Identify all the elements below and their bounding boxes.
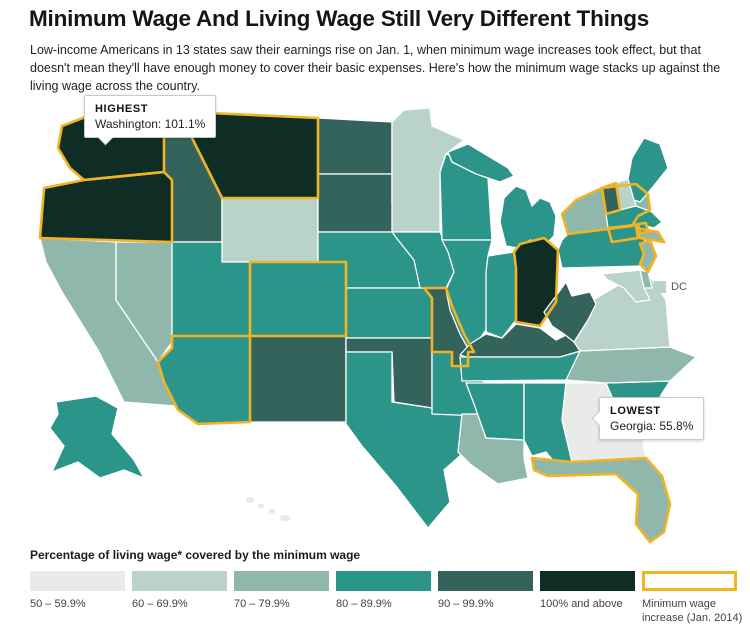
legend-swatch-80s [336, 571, 431, 591]
state-maryland [601, 269, 651, 303]
legend-swatch-100plus [540, 571, 635, 591]
legend-title: Percentage of living wage* covered by th… [30, 548, 361, 562]
legend-item-90s: 90 – 99.9% [438, 571, 533, 624]
legend-swatch-90s [438, 571, 533, 591]
legend-item-80s: 80 – 89.9% [336, 571, 431, 624]
state-missouri-increase-outline [422, 286, 476, 368]
state-north-dakota [317, 117, 393, 175]
legend-label-80s: 80 – 89.9% [336, 598, 392, 610]
legend-item-50s: 50 – 59.9% [30, 571, 125, 624]
dc-legend: DC [654, 281, 687, 293]
states-layer [39, 107, 697, 543]
legend-swatch-70s [234, 571, 329, 591]
state-arizona-increase-outline [156, 334, 252, 426]
state-colorado [249, 261, 347, 337]
legend-item-60s: 60 – 69.9% [132, 571, 227, 624]
state-new-mexico [249, 335, 347, 423]
state-north-carolina [565, 346, 697, 384]
state-florida [531, 457, 671, 543]
callout-highest-value: Washington: 101.1% [95, 117, 206, 131]
state-connecticut-increase-outline [606, 223, 640, 244]
state-new-jersey-increase-outline [638, 238, 658, 274]
legend-item-70s: 70 – 79.9% [234, 571, 329, 624]
legend-label-70s: 70 – 79.9% [234, 598, 290, 610]
state-hawaii-island-3 [267, 507, 277, 515]
state-hawaii-island-2 [256, 502, 266, 510]
state-oregon [39, 171, 173, 243]
increase-outlines-layer [38, 110, 672, 544]
legend-label-50s: 50 – 59.9% [30, 598, 86, 610]
page-subtitle: Low-income Americans in 13 states saw th… [30, 43, 721, 93]
legend: Percentage of living wage* covered by th… [30, 548, 746, 624]
legend-label-100plus: 100% and above [540, 598, 623, 610]
state-colorado-increase-outline [248, 260, 348, 338]
state-rhode-island-increase-outline [636, 221, 650, 235]
state-hawaii-island-1 [244, 495, 256, 505]
callout-lowest-value: Georgia: 55.8% [610, 419, 694, 433]
legend-item-increase: Minimum wage increase (Jan. 2014) [642, 571, 742, 624]
legend-row: 50 – 59.9% 60 – 69.9% 70 – 79.9% 80 – 89… [30, 571, 746, 624]
legend-increase-swatch [642, 571, 737, 591]
state-indiana [485, 251, 519, 339]
state-oregon-increase-outline [38, 170, 174, 244]
legend-label-90s: 90 – 99.9% [438, 598, 494, 610]
callout-highest-label: HIGHEST [95, 103, 149, 115]
state-alaska [49, 395, 145, 479]
page-title: Minimum Wage And Living Wage Still Very … [29, 6, 650, 31]
legend-label-increase: Minimum wage increase (Jan. 2014) [642, 598, 743, 624]
dc-swatch [654, 281, 666, 293]
callout-lowest-label: LOWEST [610, 405, 661, 417]
callout-highest: HIGHEST Washington: 101.1% [84, 95, 217, 138]
legend-label-60s: 60 – 69.9% [132, 598, 188, 610]
state-texas [345, 351, 463, 529]
legend-item-100plus: 100% and above [540, 571, 635, 624]
state-illinois [441, 239, 493, 353]
state-hawaii-island-4 [278, 513, 292, 523]
state-florida-increase-outline [530, 456, 672, 544]
callout-lowest: LOWEST Georgia: 55.8% [599, 397, 705, 440]
legend-swatch-50s [30, 571, 125, 591]
state-wyoming [221, 197, 319, 263]
state-south-dakota [317, 173, 401, 233]
state-mississippi [465, 382, 525, 441]
state-ohio-increase-outline [512, 236, 560, 328]
state-new-york-increase-outline [560, 182, 652, 236]
state-michigan-upper [447, 143, 515, 183]
state-kansas [345, 287, 433, 339]
legend-swatch-60s [132, 571, 227, 591]
dc-label: DC [671, 281, 687, 293]
state-michigan-lower [499, 185, 557, 249]
state-vermont-increase-outline [600, 181, 622, 216]
